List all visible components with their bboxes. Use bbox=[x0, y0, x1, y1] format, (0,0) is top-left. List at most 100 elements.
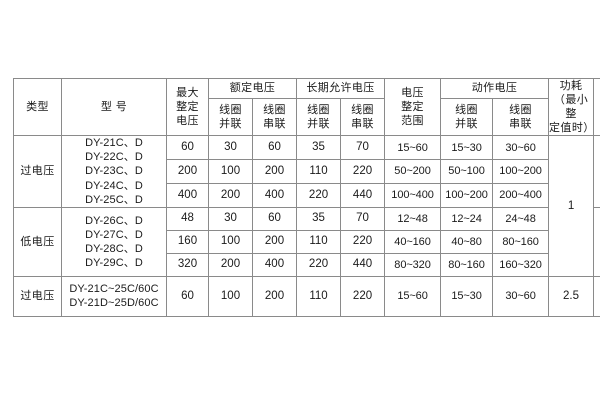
header-long-coil-series: 线圈 串联 bbox=[340, 97, 386, 137]
model-line: DY-29C、D bbox=[85, 256, 143, 269]
table-row: 过电压 DY-21C、D DY-22C、D DY-23C、D DY-24C、D … bbox=[13, 135, 600, 277]
header-max-setting-voltage-line2: 整定 bbox=[176, 101, 199, 114]
table-row: 400 200 400 220 440 100~400 100~200 200~… bbox=[14, 182, 600, 208]
header-row-sub: 线圈 并联 线圈 串联 线圈 并联 线圈 串联 线圈 并联 bbox=[14, 97, 600, 137]
header-operating-coil-parallel-line2: 并联 bbox=[455, 117, 478, 130]
group-type-2: 低电压 bbox=[13, 206, 62, 277]
model-line: DY-26C、D bbox=[85, 214, 143, 227]
header-max-setting-voltage: 最大 整定 电压 bbox=[166, 77, 209, 137]
cell-range: 80~320 bbox=[384, 252, 442, 277]
header-operating-coil-series-line1: 线圈 bbox=[509, 103, 532, 116]
cell-op-series: 30~60 bbox=[492, 275, 550, 317]
header-long-coil-series-line2: 串联 bbox=[351, 117, 374, 130]
cell-rated-series: 400 bbox=[251, 182, 298, 208]
cell-long-series: 70 bbox=[340, 135, 386, 161]
table-row: 200 100 200 110 220 50~200 50~100 100~20… bbox=[14, 159, 600, 184]
cell-long-parallel: 110 bbox=[296, 275, 342, 317]
cell-max-setting: 60 bbox=[166, 275, 209, 317]
cell-range: 40~160 bbox=[384, 229, 442, 254]
header-operating-coil-series-line2: 串联 bbox=[509, 117, 532, 130]
model-line: DY-23C、D bbox=[85, 165, 143, 178]
cell-rated-parallel: 100 bbox=[208, 229, 253, 254]
cell-long-parallel: 35 bbox=[296, 206, 342, 231]
cell-rated-series: 60 bbox=[251, 135, 298, 161]
model-line: DY-25C、D bbox=[85, 193, 143, 206]
table-row: 320 200 400 220 440 80~320 80~160 160~32… bbox=[14, 252, 600, 277]
cell-rated-parallel: 200 bbox=[208, 182, 253, 208]
header-operating-coil-parallel-line1: 线圈 bbox=[455, 103, 478, 116]
cell-rated-parallel: 100 bbox=[208, 275, 253, 317]
cell-long-series: 220 bbox=[340, 275, 386, 317]
header-long-term-allowable-voltage: 长期允许电压 bbox=[296, 78, 386, 99]
cell-max-setting: 160 bbox=[166, 229, 209, 254]
model-line: DY-21D~25D/60C bbox=[69, 297, 159, 310]
header-power-consumption-line2: （最小整 bbox=[553, 94, 589, 121]
cell-op-series: 24~48 bbox=[492, 206, 550, 231]
cell-max-setting: 400 bbox=[166, 182, 209, 208]
cell-rated-parallel: 30 bbox=[208, 206, 253, 231]
header-long-coil-series-line1: 线圈 bbox=[351, 103, 374, 116]
cell-op-series: 160~320 bbox=[492, 252, 550, 277]
model-line: DY-28C、D bbox=[85, 242, 143, 255]
cell-max-setting: 320 bbox=[166, 252, 209, 277]
header-voltage-setting-range-line3: 范围 bbox=[401, 115, 424, 128]
cell-long-series: 440 bbox=[340, 252, 386, 277]
cell-rated-series: 60 bbox=[251, 206, 298, 231]
header-voltage-setting-range-line1: 电压 bbox=[401, 87, 424, 100]
cell-range: 50~200 bbox=[384, 159, 442, 184]
cell-rated-parallel: 100 bbox=[208, 159, 253, 184]
cell-range: 100~400 bbox=[384, 182, 442, 208]
header-voltage-setting-range: 电压 整定 范围 bbox=[384, 77, 442, 137]
group-models-2: DY-26C、D DY-27C、D DY-28C、D DY-29C、D bbox=[61, 206, 167, 277]
group-type-1: 过电压 bbox=[13, 135, 62, 208]
header-operating-voltage: 动作电压 bbox=[440, 78, 550, 99]
cell-op-series: 100~200 bbox=[492, 159, 550, 184]
model-line: DY-22C、D bbox=[85, 151, 143, 164]
header-return-coefficient-line1: 返回 bbox=[594, 93, 600, 107]
model-line: DY-24C、D bbox=[85, 179, 143, 192]
header-power-consumption: 功耗 （最小整 定值时） bbox=[548, 77, 595, 137]
cell-rated-series: 200 bbox=[251, 275, 298, 317]
table-row: 过电压 DY-21C~25C/60C DY-21D~25D/60C 60 100… bbox=[13, 275, 600, 317]
header-type: 类型 bbox=[13, 77, 62, 137]
cell-op-series: 30~60 bbox=[492, 135, 550, 161]
header-model: 型 号 bbox=[61, 77, 167, 137]
header-rated-coil-parallel-line2: 并联 bbox=[219, 117, 242, 130]
model-line: DY-21C~25C/60C bbox=[69, 283, 159, 296]
header-operating-coil-parallel: 线圈 并联 bbox=[440, 97, 494, 137]
cell-op-parallel: 80~160 bbox=[440, 252, 494, 277]
header-power-consumption-line3: 定值时） bbox=[549, 122, 595, 135]
cell-max-setting: 60 bbox=[166, 135, 209, 161]
cell-op-parallel: 100~200 bbox=[440, 182, 494, 208]
cell-op-series: 200~400 bbox=[492, 182, 550, 208]
cell-max-setting: 200 bbox=[166, 159, 209, 184]
cell-long-parallel: 110 bbox=[296, 229, 342, 254]
cell-rated-parallel: 200 bbox=[208, 252, 253, 277]
cell-long-series: 220 bbox=[340, 159, 386, 184]
model-line: DY-21C、D bbox=[85, 137, 143, 150]
header-rated-voltage: 额定电压 bbox=[207, 78, 298, 99]
header-max-setting-voltage-line3: 电压 bbox=[176, 115, 199, 128]
cell-op-parallel: 15~30 bbox=[440, 275, 494, 317]
cell-long-series: 220 bbox=[340, 229, 386, 254]
cell-power-consumption-3: 2.5 bbox=[548, 275, 595, 317]
group-models-1: DY-21C、D DY-22C、D DY-23C、D DY-24C、D DY-2… bbox=[61, 135, 167, 208]
header-rated-coil-series: 线圈 串联 bbox=[251, 97, 298, 137]
header-long-coil-parallel-line1: 线圈 bbox=[307, 103, 330, 116]
cell-op-series: 80~160 bbox=[492, 229, 550, 254]
cell-rated-series: 200 bbox=[251, 159, 298, 184]
table-row: 低电压 DY-26C、D DY-27C、D DY-28C、D DY-29C、D … bbox=[13, 206, 600, 277]
cell-power-consumption-shared: 1 bbox=[548, 135, 595, 277]
cell-op-parallel: 40~80 bbox=[440, 229, 494, 254]
header-rated-coil-parallel-line1: 线圈 bbox=[219, 103, 242, 116]
header-long-coil-parallel: 线圈 并联 bbox=[296, 97, 342, 137]
group-type-3: 过电压 bbox=[13, 275, 62, 317]
header-long-coil-parallel-line2: 并联 bbox=[307, 117, 330, 130]
header-power-consumption-line1: 功耗 bbox=[559, 80, 583, 92]
cell-long-parallel: 220 bbox=[296, 182, 342, 208]
cell-long-parallel: 220 bbox=[296, 252, 342, 277]
header-rated-coil-parallel: 线圈 并联 bbox=[208, 97, 253, 137]
cell-op-parallel: 15~30 bbox=[440, 135, 494, 161]
table-body: 过电压 DY-21C、D DY-22C、D DY-23C、D DY-24C、D … bbox=[13, 135, 600, 317]
